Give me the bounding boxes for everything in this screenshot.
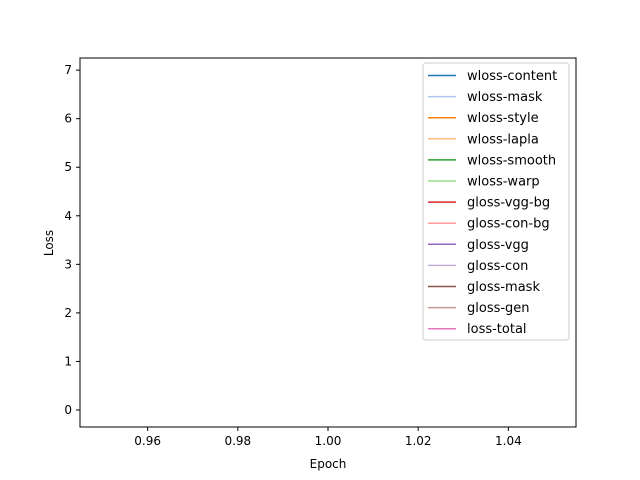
x-tick-label: 0.98 — [224, 434, 251, 448]
legend-label: gloss-mask — [467, 280, 540, 295]
x-tick-label: 1.00 — [315, 434, 342, 448]
legend-label: wloss-mask — [467, 90, 543, 105]
y-tick-label: 2 — [64, 306, 72, 320]
legend-label: gloss-gen — [467, 301, 530, 316]
legend-label: gloss-vgg-bg — [467, 196, 550, 211]
y-tick-label: 4 — [64, 209, 72, 223]
legend-frame — [422, 62, 570, 341]
y-tick-label: 6 — [64, 112, 72, 126]
y-tick-label: 3 — [64, 257, 72, 271]
legend-label: gloss-vgg — [467, 238, 529, 253]
x-tick-label: 0.96 — [134, 434, 161, 448]
x-tick-label: 1.04 — [495, 434, 522, 448]
y-axis-ticks: 0 1 2 3 4 5 6 7 — [64, 63, 80, 417]
legend-label: wloss-content — [467, 69, 557, 84]
y-tick-label: 1 — [64, 354, 72, 368]
y-tick-label: 5 — [64, 160, 72, 174]
legend-label: gloss-con — [467, 259, 528, 274]
y-tick-label: 7 — [64, 63, 72, 77]
plot-frame — [79, 57, 577, 428]
x-axis-ticks: 0.96 0.98 1.00 1.02 1.04 — [134, 427, 522, 448]
legend-label: wloss-style — [467, 111, 539, 126]
y-tick-label: 0 — [64, 403, 72, 417]
x-axis-label: Epoch — [310, 457, 347, 471]
x-tick-label: 1.02 — [405, 434, 432, 448]
legend-label: wloss-warp — [467, 175, 540, 190]
legend: wloss-content wloss-mask wloss-style wloss-… — [422, 62, 570, 341]
y-axis-label: Loss — [42, 230, 56, 256]
legend-label: wloss-lapla — [467, 132, 539, 147]
legend-label: loss-total — [467, 322, 527, 337]
legend-label: wloss-smooth — [467, 153, 556, 168]
legend-label: gloss-con-bg — [467, 217, 550, 232]
